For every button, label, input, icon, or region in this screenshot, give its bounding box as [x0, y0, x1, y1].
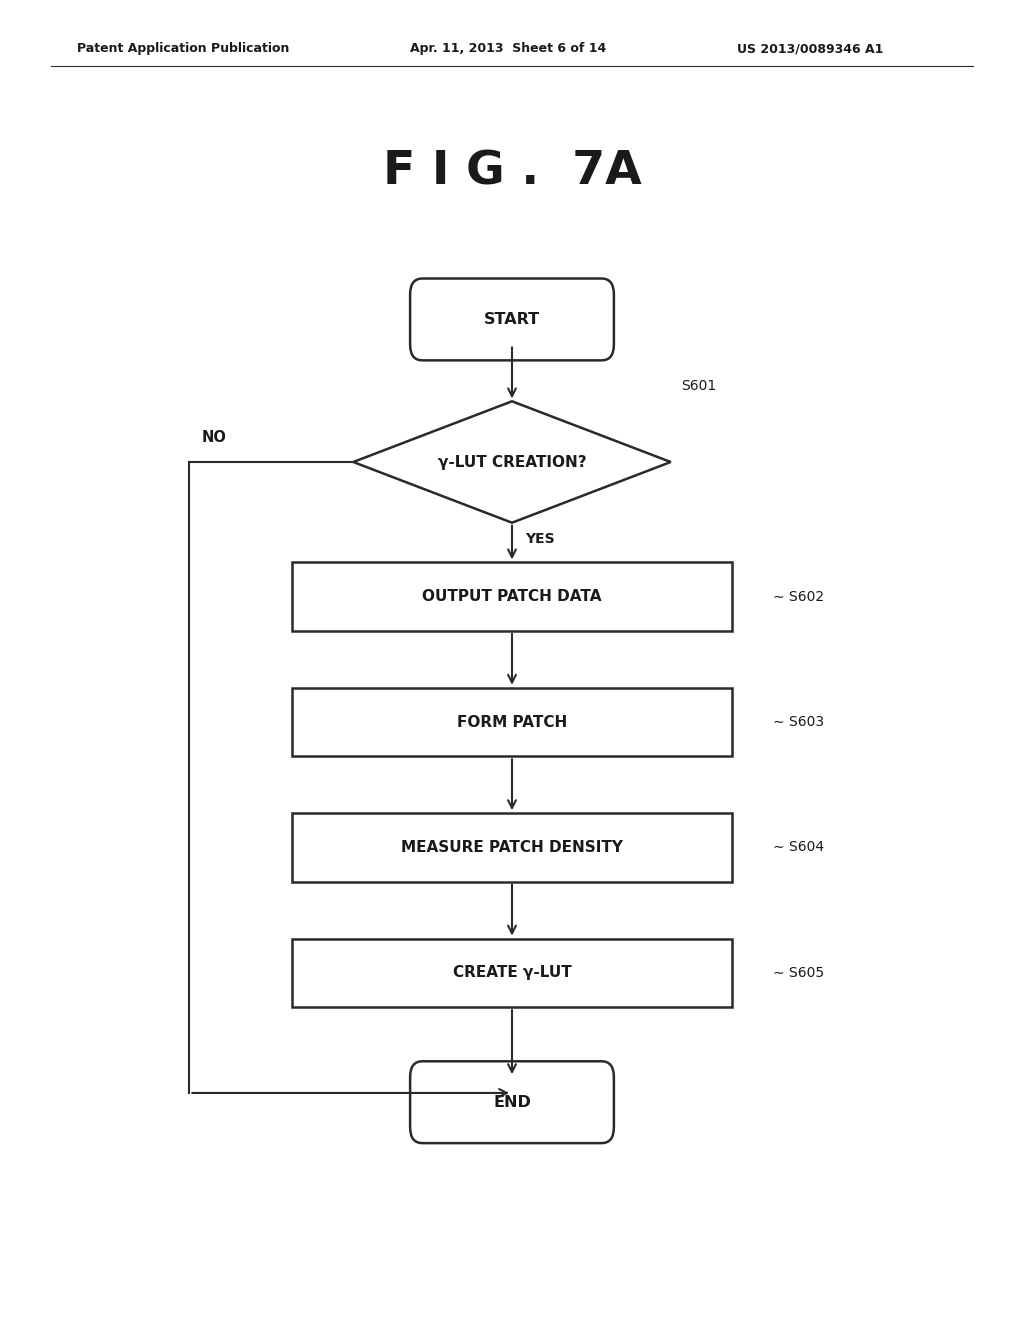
- Text: NO: NO: [202, 430, 226, 445]
- Text: ∼ S604: ∼ S604: [773, 841, 824, 854]
- Bar: [292, 813, 732, 882]
- FancyBboxPatch shape: [410, 279, 613, 360]
- FancyBboxPatch shape: [410, 1061, 613, 1143]
- Text: γ-LUT CREATION?: γ-LUT CREATION?: [437, 454, 587, 470]
- Text: CREATE γ-LUT: CREATE γ-LUT: [453, 965, 571, 981]
- Text: FORM PATCH: FORM PATCH: [457, 714, 567, 730]
- Text: START: START: [484, 312, 540, 327]
- Text: MEASURE PATCH DENSITY: MEASURE PATCH DENSITY: [401, 840, 623, 855]
- Bar: [292, 688, 732, 756]
- Text: Apr. 11, 2013  Sheet 6 of 14: Apr. 11, 2013 Sheet 6 of 14: [410, 42, 606, 55]
- Text: END: END: [494, 1094, 530, 1110]
- Polygon shape: [353, 401, 671, 523]
- Text: F I G .  7A: F I G . 7A: [383, 149, 641, 194]
- Text: ∼ S603: ∼ S603: [773, 715, 824, 729]
- Text: ∼ S602: ∼ S602: [773, 590, 824, 603]
- Text: Patent Application Publication: Patent Application Publication: [77, 42, 289, 55]
- Text: ∼ S605: ∼ S605: [773, 966, 824, 979]
- Text: US 2013/0089346 A1: US 2013/0089346 A1: [737, 42, 884, 55]
- Bar: [292, 562, 732, 631]
- Text: S601: S601: [681, 379, 716, 393]
- Bar: [292, 939, 732, 1007]
- Text: OUTPUT PATCH DATA: OUTPUT PATCH DATA: [422, 589, 602, 605]
- Text: YES: YES: [525, 532, 555, 545]
